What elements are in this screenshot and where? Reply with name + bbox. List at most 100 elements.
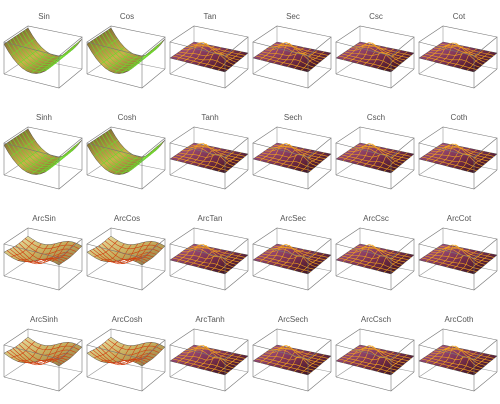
mesh-line [187, 246, 243, 260]
mesh-line [353, 246, 409, 260]
mesh-line [287, 48, 311, 67]
mesh-line [439, 144, 495, 157]
box-edge [418, 371, 498, 392]
plot-label: Sec [286, 12, 300, 21]
surface-plot: Cosh [86, 113, 166, 190]
mesh-line [15, 346, 71, 365]
mesh-line [211, 251, 235, 271]
mesh-line [460, 352, 484, 372]
mesh-line [356, 245, 412, 258]
mesh-line [350, 345, 406, 364]
mesh-line [439, 346, 495, 359]
mesh-line [98, 245, 154, 264]
mesh-line [347, 46, 403, 63]
plot-label: Cosh [118, 113, 137, 122]
mesh-line [383, 253, 408, 273]
mesh-line [121, 156, 145, 175]
mesh-line [383, 152, 408, 172]
box-edge [169, 68, 249, 89]
mesh-line [466, 152, 491, 172]
mesh-line [104, 341, 160, 356]
mesh-line [181, 349, 237, 366]
box-edge [335, 169, 415, 190]
mesh-line [436, 246, 492, 260]
box-edge [3, 270, 83, 291]
mesh-line [430, 46, 486, 63]
mesh-line [350, 42, 406, 61]
surface-plot: Sinh [3, 113, 83, 190]
surface-plot: Sech [252, 113, 332, 190]
box-edge [335, 270, 415, 291]
plot-label: ArcCsch [361, 315, 391, 324]
mesh-line [98, 346, 154, 365]
surface-plot: Sec [252, 12, 332, 89]
surface-plot: Sin [3, 12, 83, 89]
mesh-line [270, 246, 326, 260]
surface-plot: ArcSech [252, 315, 332, 392]
mesh-line [38, 55, 62, 74]
mesh-line [466, 51, 491, 71]
surface-plot: ArcTan [169, 214, 249, 291]
mesh-line [270, 145, 326, 159]
surface-plot: ArcTanh [169, 315, 249, 392]
surface-plot: ArcCsc [335, 214, 415, 291]
mesh-line [264, 46, 320, 63]
mesh-line [353, 44, 409, 58]
box-edge [3, 259, 83, 277]
plot-label: Sin [38, 12, 50, 21]
box-edge [252, 68, 332, 89]
mesh-line [370, 351, 394, 370]
mesh-line [24, 339, 80, 351]
mesh-line [350, 244, 406, 263]
box-edge [86, 371, 166, 392]
mesh-line [204, 351, 228, 370]
mesh-line [347, 248, 403, 265]
box-edge [3, 360, 83, 378]
mesh-line [211, 49, 235, 69]
mesh-line [460, 49, 484, 69]
plot-label: Sinh [36, 113, 52, 122]
mesh-line [430, 349, 486, 366]
mesh-line [24, 130, 80, 160]
surface-plot: ArcCos [86, 214, 166, 291]
mesh-line [24, 238, 80, 250]
mesh-line [121, 241, 146, 262]
mesh-line [190, 43, 246, 56]
surface-plot: ArcSec [252, 214, 332, 291]
mesh-line [38, 342, 63, 363]
mesh-line [107, 130, 163, 160]
mesh-line [430, 248, 486, 265]
plot-label: ArcSinh [30, 315, 58, 324]
mesh-line [356, 346, 412, 359]
surface-plot: Csc [335, 12, 415, 89]
mesh-line [377, 251, 401, 271]
mesh-line [294, 251, 318, 271]
plot-label: ArcCoth [445, 315, 474, 324]
box-edge [418, 169, 498, 190]
plot-label: ArcSech [278, 315, 308, 324]
surface-plot: Cos [86, 12, 166, 89]
surface-plot: ArcSin [3, 214, 83, 291]
plot-label: Cos [120, 12, 134, 21]
mesh-line [466, 253, 491, 273]
mesh-line [107, 29, 163, 59]
mesh-line [439, 245, 495, 258]
mesh-line [190, 346, 246, 359]
plot-label: ArcSin [32, 214, 56, 223]
mesh-line [104, 240, 160, 255]
mesh-line [453, 351, 477, 370]
plot-label: ArcCosh [112, 315, 143, 324]
plot-label: ArcTanh [195, 315, 224, 324]
mesh-line [300, 253, 325, 273]
mesh-line [287, 250, 311, 269]
mesh-line [460, 251, 484, 271]
mesh-line [436, 44, 492, 58]
mesh-line [356, 144, 412, 157]
box-edge [86, 259, 166, 277]
mesh-line [190, 245, 246, 258]
box-edge [86, 270, 166, 291]
mesh-line [300, 152, 325, 172]
mesh-line [270, 44, 326, 58]
